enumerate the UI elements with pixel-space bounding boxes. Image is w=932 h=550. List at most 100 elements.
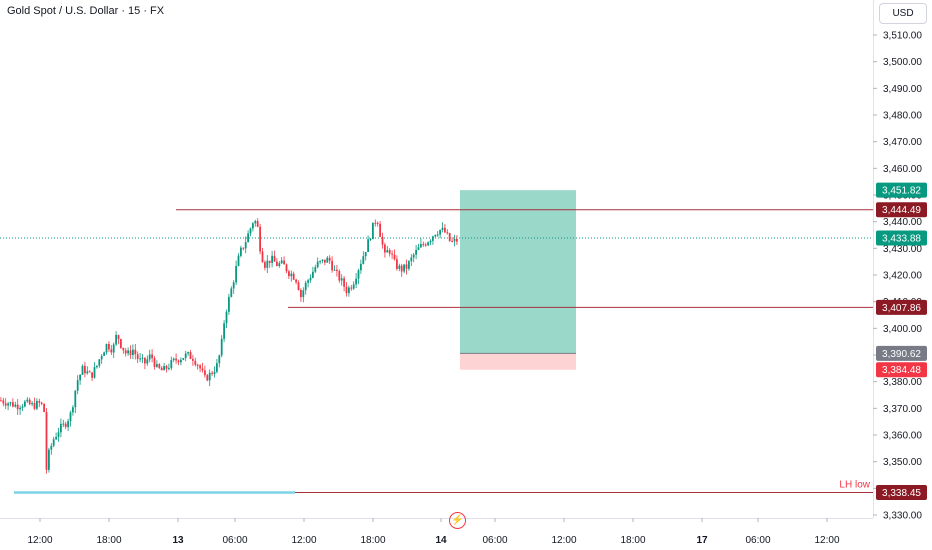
candle-body — [321, 259, 324, 261]
time-tick-label: 14 — [435, 535, 447, 546]
candle-body — [146, 359, 149, 364]
price-tick-label: 3,510.00 — [883, 31, 922, 42]
time-tick-label: 17 — [696, 535, 708, 546]
candle-body — [50, 445, 53, 450]
candle-body — [391, 253, 393, 255]
candle-body — [352, 284, 355, 289]
time-tick-label: 18:00 — [96, 535, 121, 546]
candle-body — [350, 287, 353, 289]
candle-body — [165, 366, 168, 369]
time-tick-label: 06:00 — [222, 535, 247, 546]
lh-low-annotation: LH low — [839, 479, 870, 490]
candle-body — [264, 262, 266, 268]
price-tick-label: 3,350.00 — [883, 457, 922, 468]
candle-body — [132, 349, 134, 356]
candle-body — [120, 339, 122, 348]
price-tick-label: 3,380.00 — [883, 377, 922, 388]
candle-body — [309, 277, 312, 281]
candle-body — [26, 399, 29, 402]
candle-body — [21, 406, 24, 408]
candle-body — [319, 260, 321, 262]
candle-body — [355, 278, 357, 285]
candle-body — [4, 403, 7, 406]
candle-body — [225, 311, 228, 324]
candle-body — [115, 335, 117, 345]
candle-body — [0, 400, 2, 402]
current-price-tag — [876, 230, 927, 246]
candle-body — [259, 226, 261, 252]
candle-body — [160, 367, 163, 371]
time-tick-label: 06:00 — [745, 535, 770, 546]
candle-body — [67, 421, 69, 427]
candle-body — [348, 287, 350, 294]
line-price-tag — [876, 299, 927, 315]
candle-body — [343, 278, 345, 287]
candle-body — [271, 255, 273, 263]
time-tick-label: 06:00 — [482, 535, 507, 546]
candle-body — [216, 363, 218, 372]
candle-body — [331, 260, 333, 271]
candle-body — [235, 265, 237, 283]
candle-body — [300, 290, 302, 298]
candle-body — [439, 229, 441, 235]
candle-body — [33, 403, 36, 409]
candle-body — [242, 247, 245, 249]
candle-body — [43, 403, 45, 412]
candle-body — [108, 343, 110, 350]
candle-body — [276, 261, 278, 266]
candle-body — [360, 263, 362, 271]
event-flash-icon[interactable]: ⚡ — [449, 512, 466, 529]
candle-body — [278, 263, 281, 266]
candle-body — [410, 257, 413, 262]
price-tick-label: 3,490.00 — [883, 84, 922, 95]
candle-body — [153, 358, 156, 367]
candle-body — [268, 260, 271, 263]
candle-body — [218, 355, 221, 364]
candle-body — [252, 223, 254, 229]
candle-body — [408, 261, 410, 269]
time-tick-label: 12:00 — [814, 535, 839, 546]
candle-body — [345, 286, 348, 294]
candle-body — [156, 364, 158, 367]
candle-body — [405, 264, 408, 269]
candle-body — [220, 338, 223, 356]
candle-body — [223, 323, 225, 339]
candle-body — [412, 254, 415, 258]
candle-body — [290, 273, 293, 277]
candle-body — [415, 249, 417, 255]
price-tick-label: 3,430.00 — [883, 244, 922, 255]
candle-body — [336, 269, 338, 272]
candle-body — [448, 233, 451, 242]
stop-price-tag — [876, 362, 927, 378]
candle-body — [362, 256, 365, 264]
price-tick-label: 3,370.00 — [883, 404, 922, 415]
candle-body — [422, 244, 425, 246]
candle-body — [201, 368, 204, 371]
candle-body — [12, 402, 14, 407]
candle-body — [328, 257, 331, 261]
line-price-tag — [876, 202, 927, 218]
candle-body — [182, 358, 185, 360]
candle-body — [57, 432, 60, 437]
currency-button[interactable]: USD — [879, 3, 927, 24]
candle-body — [453, 238, 456, 242]
candle-body — [204, 370, 206, 376]
candle-body — [208, 372, 211, 381]
candle-body — [170, 360, 173, 368]
price-tick-label: 3,470.00 — [883, 137, 922, 148]
target-price-tag — [876, 182, 927, 198]
candle-body — [163, 366, 165, 371]
candle-body — [302, 290, 305, 298]
current-price-tag-label: 3,433.88 — [882, 233, 921, 244]
candle-body — [295, 279, 297, 283]
price-tick-label: 3,360.00 — [883, 431, 922, 442]
candle-body — [28, 399, 31, 405]
candle-body — [100, 355, 103, 360]
candle-body — [91, 372, 93, 378]
candle-body — [451, 241, 453, 243]
candle-body — [388, 250, 391, 254]
target-price-tag-label: 3,451.82 — [882, 186, 921, 197]
candle-body — [96, 365, 98, 368]
candle-body — [357, 270, 360, 279]
